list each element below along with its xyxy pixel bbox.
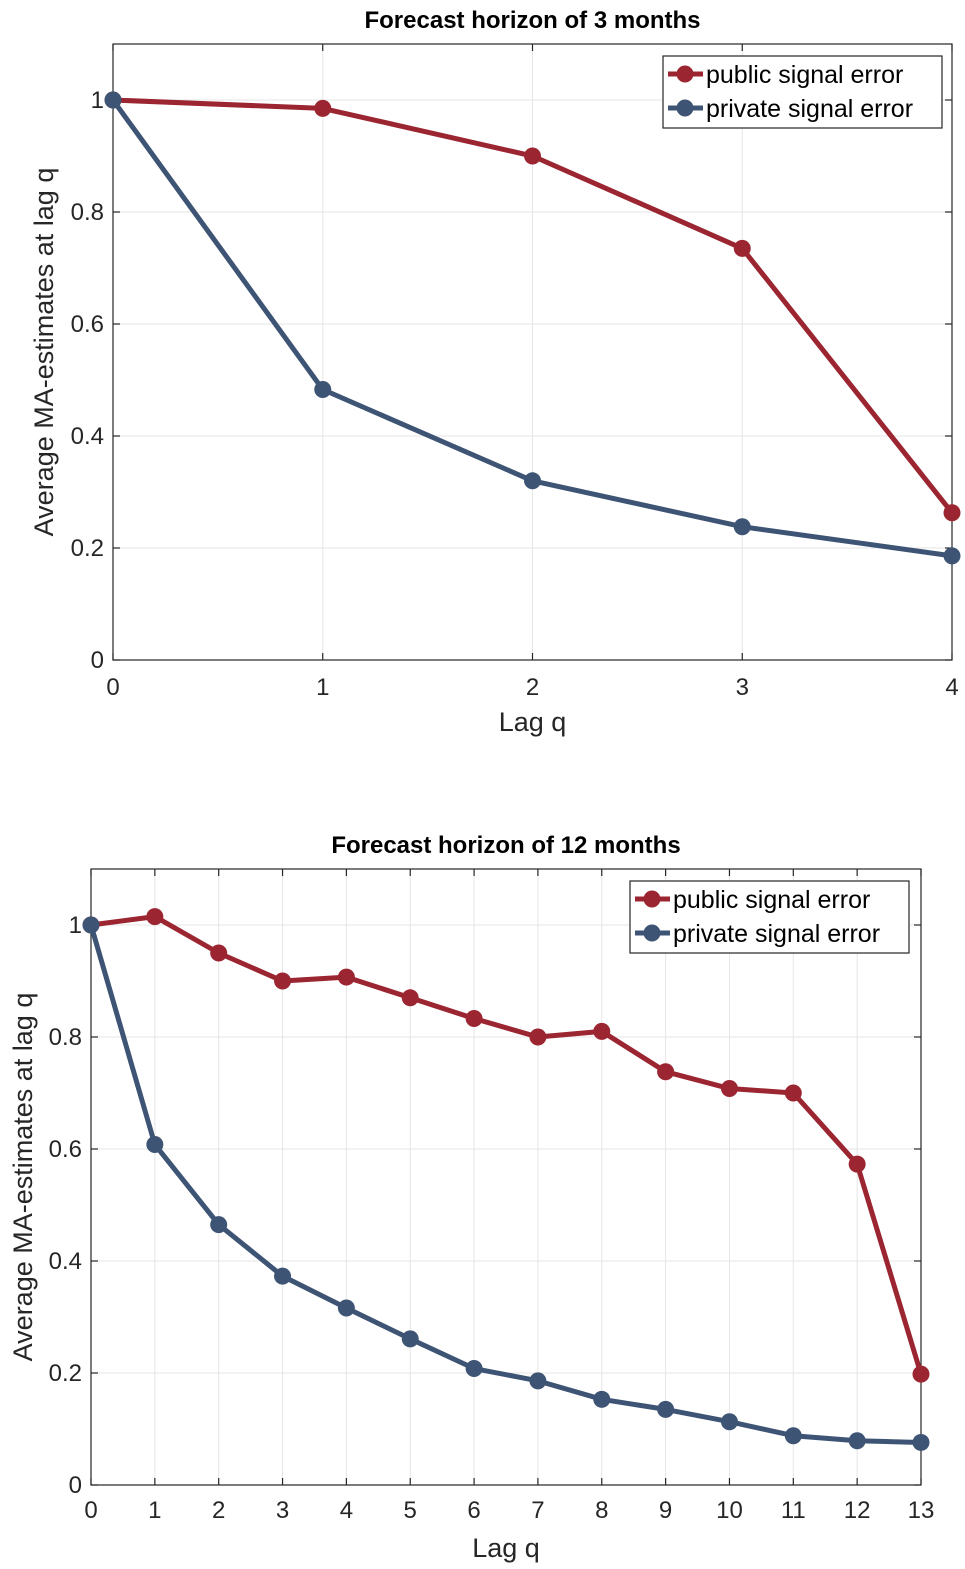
- data-point: [104, 91, 122, 109]
- x-tick-label: 0: [84, 1497, 97, 1524]
- series-line-1: [88, 914, 924, 1377]
- x-tick-label: 1: [316, 674, 329, 701]
- y-axis-label: Average MA-estimates at lag q: [29, 168, 59, 537]
- x-tick-label: 8: [595, 1497, 608, 1524]
- legend-box: [662, 55, 943, 129]
- y-tick-label: 0.2: [71, 535, 104, 562]
- data-point: [314, 99, 332, 117]
- data-point: [314, 381, 332, 399]
- legend-label: public signal error: [706, 61, 903, 89]
- data-point: [274, 1267, 292, 1285]
- data-point: [465, 1360, 483, 1378]
- x-tick-label: 11: [781, 1497, 806, 1524]
- chart-title: Forecast horizon of 12 months: [331, 832, 680, 859]
- data-point: [524, 147, 541, 165]
- legend: public signal error private signal error: [629, 880, 910, 954]
- data-point: [657, 1063, 675, 1081]
- axes-box: [90, 868, 922, 1486]
- legend-swatch-marker: [676, 65, 694, 83]
- data-point: [337, 1299, 355, 1317]
- x-tick-label: 2: [526, 674, 539, 701]
- data-point: [465, 1010, 483, 1028]
- data-point: [401, 1330, 419, 1348]
- x-tick-label: 3: [276, 1497, 289, 1524]
- data-point: [912, 1365, 930, 1383]
- legend: public signal error private signal error: [662, 55, 943, 129]
- y-tick-label: 0: [91, 647, 104, 674]
- data-point: [848, 1155, 866, 1173]
- data-point: [784, 1427, 802, 1445]
- data-point: [274, 972, 292, 990]
- data-point: [848, 1432, 866, 1450]
- y-axis-label: Average MA-estimates at lag q: [8, 993, 38, 1362]
- x-tick-label: 1: [148, 1497, 161, 1524]
- data-point: [733, 239, 751, 257]
- data-point: [401, 989, 419, 1007]
- legend-swatch-marker: [643, 890, 661, 908]
- y-tick-label: 0.4: [71, 423, 104, 450]
- data-point: [720, 1413, 738, 1431]
- legend-swatch-marker: [643, 924, 661, 942]
- data-point: [593, 1390, 611, 1408]
- legend-box: [629, 880, 910, 954]
- data-point: [210, 1216, 228, 1234]
- data-point: [529, 1028, 547, 1046]
- y-tick-label: 1: [91, 87, 104, 114]
- x-tick-label: 10: [716, 1497, 743, 1524]
- y-tick-label: 0: [69, 1472, 82, 1499]
- chart-panel-2: 0 1 2 3 4 5 6 7 8 9 10 11 12 1300.20.40.60.81Forecast…: [8, 832, 934, 1563]
- x-tick-label: 12: [844, 1497, 871, 1524]
- legend-label: private signal error: [706, 95, 913, 123]
- x-tick-label: 13: [908, 1497, 935, 1524]
- data-point: [82, 916, 100, 934]
- x-tick-label: 2: [212, 1497, 225, 1524]
- x-tick-label: 5: [404, 1497, 417, 1524]
- y-tick-label: 0.8: [49, 1024, 82, 1051]
- x-axis-label: Lag q: [472, 1533, 540, 1563]
- y-tick-label: 0.2: [49, 1360, 82, 1387]
- y-tick-label: 0.6: [71, 311, 104, 338]
- y-tick-label: 0.6: [49, 1136, 82, 1163]
- data-point: [733, 518, 751, 536]
- data-point: [337, 968, 355, 986]
- data-point: [784, 1084, 802, 1102]
- x-tick-label: 9: [659, 1497, 672, 1524]
- x-tick-label: 4: [945, 674, 958, 701]
- y-tick-label: 1: [69, 912, 82, 939]
- y-tick-label: 0.4: [49, 1248, 82, 1275]
- data-point: [146, 1136, 164, 1154]
- data-point: [657, 1400, 675, 1418]
- x-axis-label: Lag q: [499, 707, 567, 737]
- chart-title: Forecast horizon of 3 months: [364, 7, 700, 34]
- legend-swatch-marker: [676, 99, 694, 117]
- data-point: [943, 504, 961, 522]
- data-point: [720, 1080, 738, 1098]
- x-tick-label: 4: [340, 1497, 353, 1524]
- y-tick-label: 0.8: [71, 199, 104, 226]
- legend-label: private signal error: [673, 920, 880, 948]
- x-tick-label: 3: [736, 674, 749, 701]
- data-point: [912, 1433, 930, 1451]
- data-point: [210, 944, 228, 962]
- series-line-2: [88, 922, 924, 1445]
- legend-label: public signal error: [673, 886, 870, 914]
- data-point: [593, 1022, 611, 1040]
- data-point: [529, 1372, 547, 1390]
- data-point: [146, 908, 164, 926]
- x-tick-label: 0: [106, 674, 119, 701]
- x-tick-label: 6: [467, 1497, 480, 1524]
- data-point: [524, 472, 541, 490]
- data-point: [943, 547, 961, 565]
- chart-panel-1: 0 1 2 3 4 0 0.2 0.4 0.6 0.8 1 Forecast horizon of 3…: [29, 7, 961, 737]
- x-tick-label: 7: [531, 1497, 544, 1524]
